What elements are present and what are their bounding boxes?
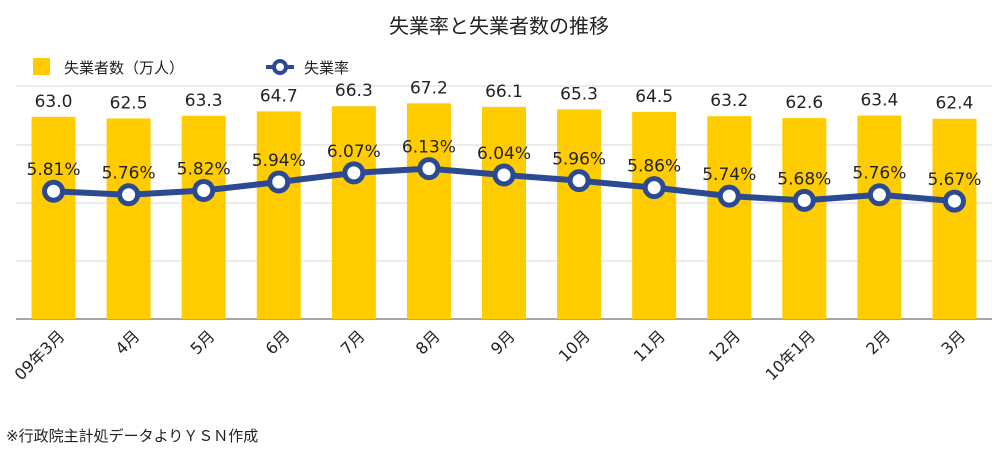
bar-value-label: 64.7	[260, 86, 298, 106]
bar-value-label: 66.3	[335, 81, 373, 101]
rate-point	[942, 189, 966, 213]
rate-point	[642, 176, 666, 200]
bar-value-label: 67.2	[410, 78, 448, 98]
bar	[857, 115, 902, 319]
x-tick-label: 09年3月	[11, 326, 69, 384]
x-tick-label: 12月	[705, 326, 744, 365]
bar	[406, 103, 451, 319]
bar	[632, 111, 677, 319]
bar-value-label: 63.2	[710, 91, 748, 111]
legend-line-marker	[272, 59, 288, 75]
x-tick-label: 9月	[487, 326, 519, 358]
rate-value-label: 5.94%	[252, 151, 306, 171]
rate-point	[192, 178, 216, 202]
rate-value-label: 5.76%	[102, 164, 156, 184]
bar-value-label: 62.4	[936, 94, 974, 114]
rate-point	[417, 157, 441, 181]
bar	[106, 118, 151, 319]
legend-bar-swatch	[33, 58, 50, 75]
bar-value-label: 66.1	[485, 82, 523, 102]
bar	[31, 116, 76, 320]
x-tick-label: 4月	[111, 326, 143, 358]
bar	[707, 116, 752, 319]
bar-value-label: 62.5	[110, 93, 148, 113]
bar-value-label: 63.4	[860, 91, 898, 111]
rate-line	[42, 157, 966, 213]
rate-value-label: 5.96%	[552, 150, 606, 170]
source-note: ※行政院主計処データよりＹＳＮ作成	[6, 427, 258, 445]
bar-value-label: 65.3	[560, 84, 598, 104]
rate-value-label: 6.13%	[402, 138, 456, 158]
rate-value-label: 5.74%	[702, 165, 756, 185]
legend-line-label: 失業率	[304, 59, 349, 77]
legend: 失業者数（万人） 失業率	[33, 58, 349, 77]
bars	[31, 103, 977, 320]
x-tick-label: 5月	[187, 326, 219, 358]
x-tick-label: 8月	[412, 326, 444, 358]
x-tick-label: 6月	[262, 326, 294, 358]
rate-point	[117, 183, 141, 207]
rate-labels: 5.81% 5.76% 5.82% 5.94% 6.07% 6.13% 6.04% 5.96%…	[27, 138, 982, 190]
chart-title: 失業率と失業者数の推移	[389, 14, 609, 38]
rate-value-label: 5.67%	[927, 170, 981, 190]
bar	[331, 106, 376, 319]
rate-value-label: 5.81%	[27, 160, 81, 180]
rate-value-label: 5.86%	[627, 157, 681, 177]
bar-value-label: 64.5	[635, 87, 673, 107]
bar	[181, 115, 226, 319]
rate-point	[342, 161, 366, 185]
rate-point	[267, 170, 291, 194]
x-tick-label: 10月	[555, 326, 594, 365]
bar-value-label: 62.6	[785, 93, 823, 113]
bar	[932, 118, 977, 319]
x-tick-label: 3月	[937, 326, 969, 358]
x-axis-ticks: 09年3月 4月 5月 6月 7月 8月 9月 10月 11月 12月 10年1月 2月 3月	[11, 326, 970, 384]
bar	[482, 106, 526, 320]
bar-value-label: 63.0	[35, 92, 73, 112]
rate-value-label: 5.82%	[177, 159, 231, 179]
rate-value-label: 5.68%	[777, 169, 831, 189]
bar-value-label: 63.3	[185, 91, 223, 111]
rate-point	[717, 184, 741, 208]
bar-labels: 63.0 62.5 63.3 64.7 66.3 67.2 66.1 65.3 64.5 63.2…	[35, 78, 974, 113]
rate-value-label: 6.07%	[327, 142, 381, 162]
bar	[256, 111, 301, 319]
rate-point	[42, 179, 66, 203]
x-tick-label: 7月	[337, 326, 369, 358]
rate-point	[567, 169, 591, 193]
legend-bar-label: 失業者数（万人）	[64, 59, 184, 77]
rate-value-label: 6.04%	[477, 144, 531, 164]
rate-point	[492, 163, 516, 187]
rate-value-label: 5.76%	[852, 164, 906, 184]
rate-point	[867, 183, 891, 207]
x-tick-label: 11月	[630, 326, 669, 365]
x-tick-label: 10年1月	[761, 326, 819, 384]
x-tick-label: 2月	[862, 326, 894, 358]
bar	[557, 109, 602, 319]
rate-point	[792, 188, 816, 212]
bar	[782, 118, 827, 320]
